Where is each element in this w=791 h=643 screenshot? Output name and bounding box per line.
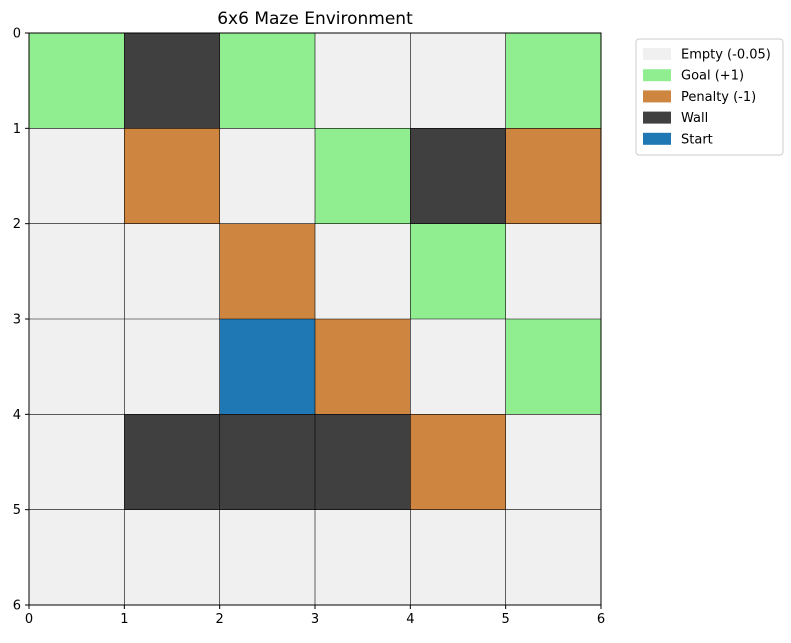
maze-cell-empty-r4-c0 [29,414,125,510]
maze-cell-empty-r3-c4 [410,319,506,415]
y-tick-label: 4 [13,408,21,423]
maze-cell-empty-r5-c3 [315,509,411,605]
maze-cell-empty-r1-c2 [219,128,315,224]
legend-box [635,38,784,156]
maze-cell-penalty-r3-c3 [315,319,411,415]
y-tick-label: 2 [13,217,21,232]
maze-cell-wall-r0-c1 [124,33,220,129]
maze-cell-empty-r0-c3 [315,33,411,129]
maze-cell-goal-r0-c0 [29,33,125,129]
legend-label-start: Start [681,132,713,147]
x-tick-label: 0 [25,612,33,627]
maze-cell-wall-r4-c3 [315,414,411,510]
maze-cells [29,33,601,605]
legend-label-wall: Wall [681,111,708,126]
legend-swatch-goal [643,69,671,82]
maze-cell-penalty-r4-c4 [410,414,506,510]
maze-cell-wall-r4-c1 [124,414,220,510]
maze-cell-goal-r0-c2 [219,33,315,129]
maze-cell-empty-r5-c0 [29,509,125,605]
y-tick-label: 5 [13,503,21,518]
legend-label-penalty: Penalty (-1) [681,90,756,105]
legend: Empty (-0.05) Goal (+1) Penalty (-1) Wall St… [635,38,784,156]
maze-cell-empty-r5-c5 [505,509,601,605]
x-tick-label: 4 [406,612,414,627]
maze-cell-empty-r2-c5 [505,223,601,319]
y-tick-label: 6 [13,599,21,614]
legend-label-empty: Empty (-0.05) [681,48,771,63]
legend-swatch-empty [643,48,671,60]
maze-cell-goal-r2-c4 [410,223,506,319]
maze-cell-start-r3-c2 [219,319,315,415]
maze-cell-goal-r3-c5 [505,319,601,415]
maze-cell-goal-r0-c5 [505,33,601,129]
maze-cell-wall-r1-c4 [410,128,506,224]
maze-cell-empty-r2-c1 [124,223,220,319]
maze-cell-empty-r4-c5 [505,414,601,510]
y-tick-label: 3 [13,313,21,328]
x-tick-label: 5 [502,612,510,627]
maze-cell-empty-r5-c1 [124,509,220,605]
x-tick-label: 2 [216,612,224,627]
maze-cell-empty-r3-c1 [124,319,220,415]
x-tick-label: 1 [120,612,128,627]
y-tick-label: 1 [13,122,21,137]
maze-cell-wall-r4-c2 [219,414,315,510]
legend-swatch-start [643,132,671,145]
maze-cell-empty-r2-c3 [315,223,411,319]
legend-label-goal: Goal (+1) [681,69,744,84]
maze-cell-penalty-r1-c5 [505,128,601,224]
maze-cell-empty-r2-c0 [29,223,125,319]
maze-cell-empty-r1-c0 [29,128,125,224]
maze-cell-penalty-r1-c1 [124,128,220,224]
x-tick-label: 3 [311,612,319,627]
maze-cell-goal-r1-c3 [315,128,411,224]
maze-cell-empty-r5-c4 [410,509,506,605]
maze-cell-empty-r5-c2 [219,509,315,605]
legend-swatch-wall [643,111,671,124]
legend-swatch-penalty [643,90,671,103]
maze-cell-empty-r3-c0 [29,319,125,415]
x-tick-label: 6 [597,612,605,627]
maze-cell-empty-r0-c4 [410,33,506,129]
maze-cell-penalty-r2-c2 [219,223,315,319]
chart-title: 6x6 Maze Environment [217,9,413,29]
y-tick-label: 0 [13,27,21,42]
